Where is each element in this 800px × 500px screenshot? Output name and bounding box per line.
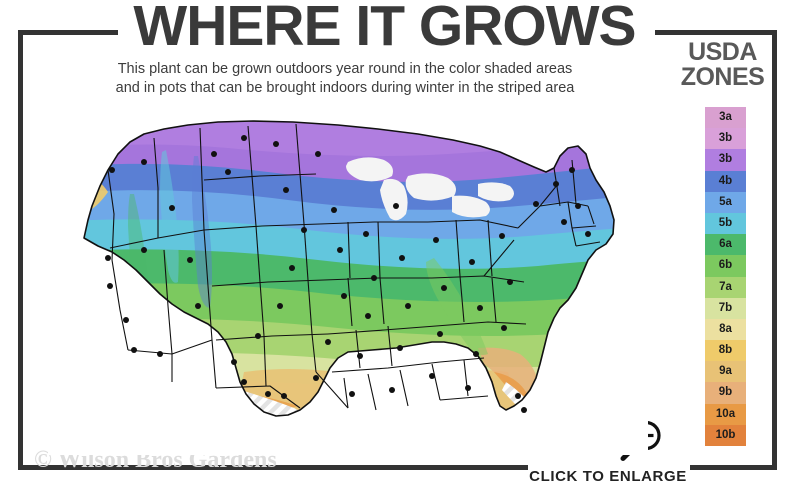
legend-heading-line-2: ZONES xyxy=(680,63,765,91)
subtitle: This plant can be grown outdoors year ro… xyxy=(40,60,650,98)
legend-swatch-7a: 7a xyxy=(705,276,746,298)
legend-swatch-7b: 7b xyxy=(705,297,746,319)
subtitle-line-2: and in pots that can be brought indoors … xyxy=(115,80,575,96)
city-dots xyxy=(105,135,591,413)
page-title: WHERE IT GROWS xyxy=(133,0,636,58)
frame-right-segment xyxy=(772,30,777,470)
usda-hardiness-zone-map[interactable] xyxy=(48,110,648,455)
legend-heading-line-1: USDA xyxy=(688,38,757,66)
legend-swatch-5b: 5b xyxy=(705,212,746,235)
legend-swatch-9a: 9a xyxy=(705,361,746,383)
legend-swatch-6a: 6a xyxy=(705,234,746,256)
legend-swatch-9b: 9b xyxy=(705,382,746,404)
frame-bottom-left-segment xyxy=(18,465,528,470)
frame-top-right-segment xyxy=(655,30,777,35)
subtitle-line-1: This plant can be grown outdoors year ro… xyxy=(117,61,573,77)
legend-swatch-10a: 10a xyxy=(705,403,746,425)
legend-heading: USDA ZONES xyxy=(665,40,780,90)
legend-swatch-10b: 10b xyxy=(705,424,746,446)
frame-top-left-segment xyxy=(18,30,118,35)
frame-left-segment xyxy=(18,30,23,470)
frame-bottom-right-segment xyxy=(690,465,777,470)
legend-swatch-5a: 5a xyxy=(705,191,746,213)
legend-swatch-3b: 3b xyxy=(705,149,746,171)
click-to-enlarge-label[interactable]: CLICK TO ENLARGE xyxy=(529,468,687,485)
legend-swatch-8b: 8b xyxy=(705,340,746,362)
legend-swatch-3b: 3b xyxy=(705,128,746,150)
usda-zone-legend: 3a 3b 3b 4b 5a 5b 6a 6b 7a 7b 8a 8b 9a 9b 10a 10b xyxy=(705,107,746,446)
legend-swatch-3a: 3a xyxy=(705,107,746,129)
legend-swatch-8a: 8a xyxy=(705,318,746,341)
legend-swatch-6b: 6b xyxy=(705,255,746,277)
legend-swatch-4b: 4b xyxy=(705,170,746,192)
